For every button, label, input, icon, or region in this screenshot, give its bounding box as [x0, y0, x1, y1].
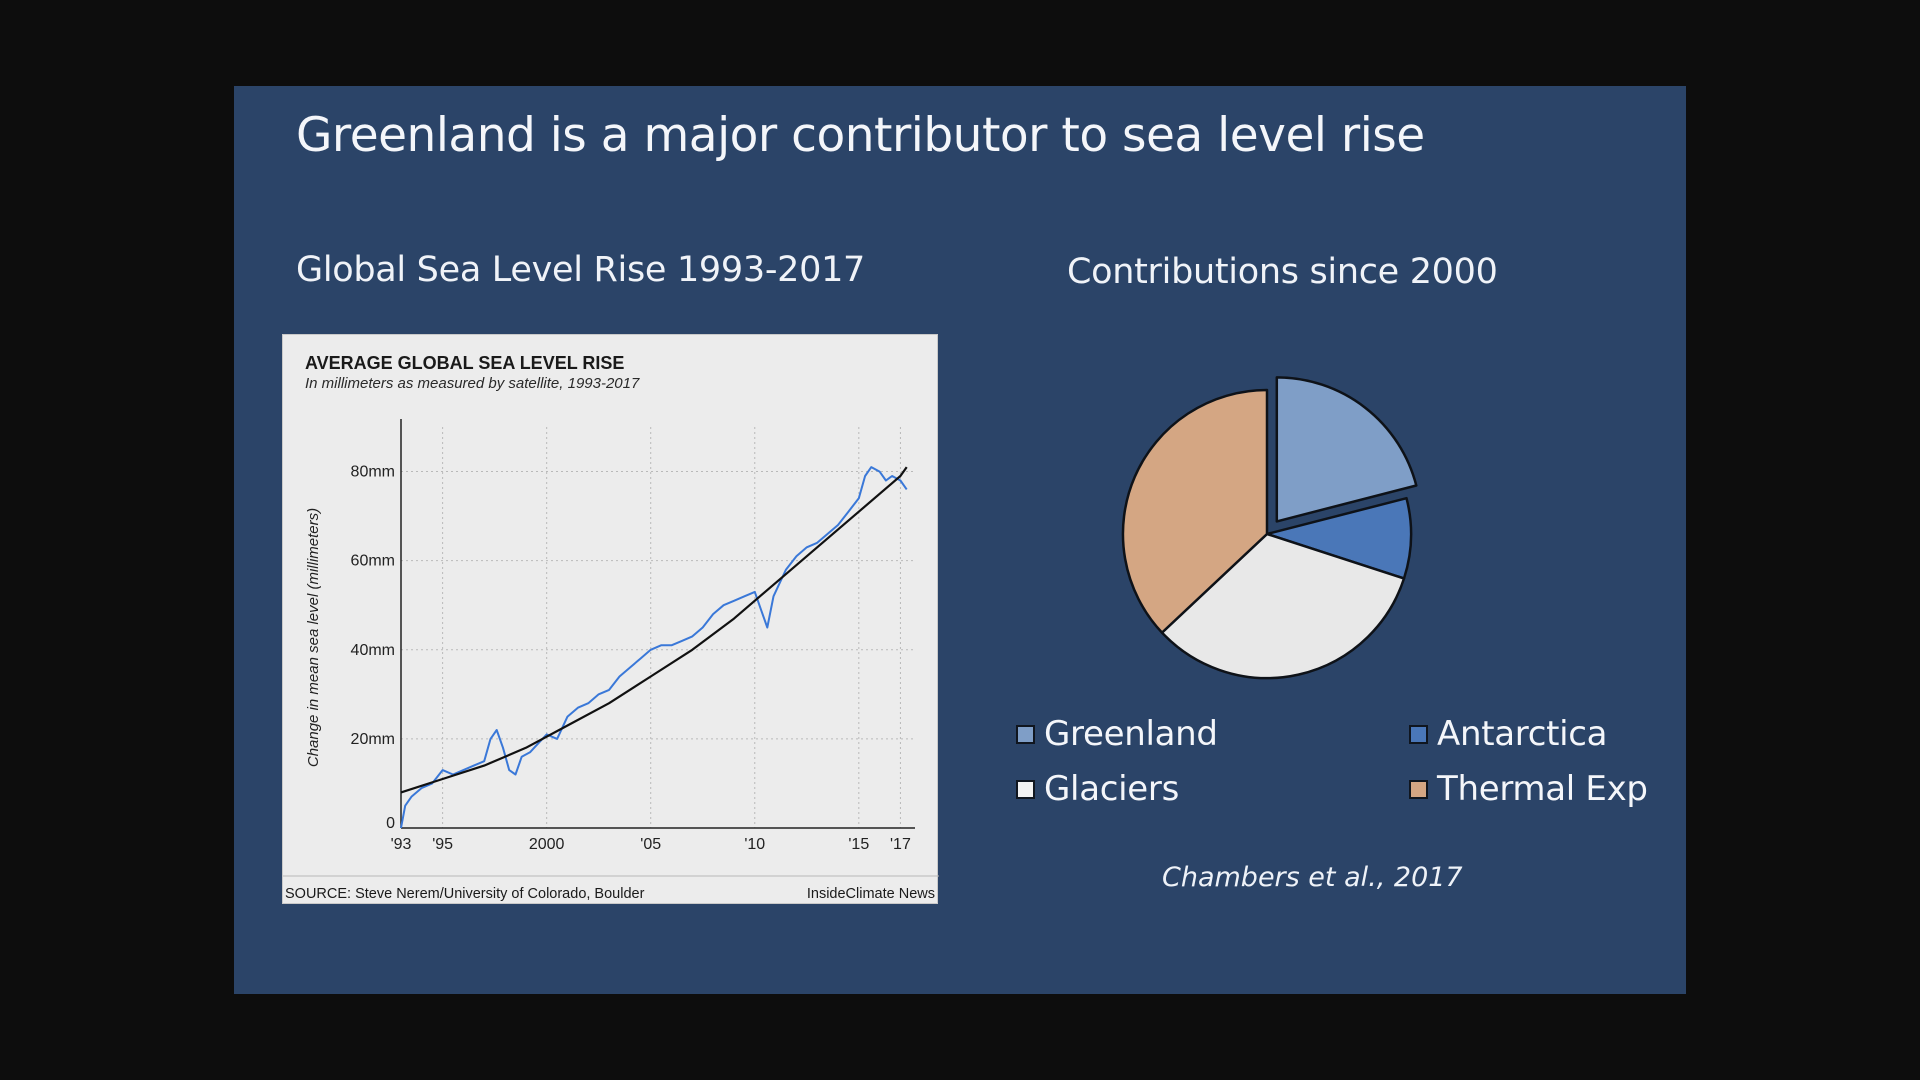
- legend-label-glaciers: Glaciers: [1044, 769, 1179, 809]
- y-tick-label: 0: [386, 815, 395, 832]
- sea-level-chart-svg: AVERAGE GLOBAL SEA LEVEL RISE In millime…: [283, 353, 939, 902]
- legend-swatch-thermal: [1409, 779, 1428, 799]
- y-tick-label: 20mm: [351, 731, 395, 748]
- right-subtitle: Contributions since 2000: [1067, 252, 1498, 292]
- legend-label-thermal: Thermal Exp: [1437, 769, 1648, 809]
- chart-credit: InsideClimate News: [807, 886, 935, 902]
- sea-level-measured-line: [400, 466, 908, 829]
- y-axis-label: Change in mean sea level (millimeters): [305, 508, 322, 767]
- x-tick-label: '95: [432, 836, 453, 853]
- legend-swatch-glaciers: [1016, 779, 1035, 799]
- legend-item-glaciers: Glaciers: [1016, 769, 1179, 809]
- legend-label-greenland: Greenland: [1044, 714, 1218, 754]
- legend-swatch-antarctica: [1409, 724, 1428, 744]
- x-tick-label: '10: [744, 836, 765, 853]
- pie-svg: [1121, 376, 1418, 680]
- chart-source: SOURCE: Steve Nerem/University of Colora…: [285, 886, 645, 902]
- x-tick-label: 2000: [529, 836, 565, 853]
- pie-slice-thermal-exp: [1121, 388, 1269, 634]
- x-tick-label: '93: [391, 836, 412, 853]
- x-tick-label: '15: [848, 836, 869, 853]
- left-subtitle: Global Sea Level Rise 1993-2017: [296, 250, 866, 290]
- sea-level-chart: AVERAGE GLOBAL SEA LEVEL RISE In millime…: [282, 334, 939, 904]
- x-tick-label: '05: [640, 836, 661, 853]
- legend-item-thermal: Thermal Exp: [1409, 769, 1648, 809]
- chart-subtitle: In millimeters as measured by satellite,…: [305, 375, 640, 392]
- legend-swatch-greenland: [1016, 724, 1035, 744]
- y-tick-label: 40mm: [351, 642, 395, 659]
- citation: Chambers et al., 2017: [1162, 862, 1463, 893]
- tick-labels: '93 '95 2000 '05 '10 '15 '17 0 20mm 40mm 60mm 80mm: [351, 464, 911, 853]
- slide-title: Greenland is a major contributor to sea …: [296, 108, 1425, 163]
- legend-item-antarctica: Antarctica: [1409, 714, 1608, 754]
- y-tick-label: 80mm: [351, 464, 395, 481]
- legend-item-greenland: Greenland: [1016, 714, 1218, 754]
- sea-level-trend-line: [400, 466, 908, 794]
- grid: [401, 427, 915, 828]
- y-tick-label: 60mm: [351, 553, 395, 570]
- x-tick-label: '17: [890, 836, 911, 853]
- pie-slice-greenland: [1275, 376, 1418, 523]
- axes: [400, 419, 915, 829]
- legend-label-antarctica: Antarctica: [1437, 714, 1608, 754]
- series-lines: [400, 466, 908, 829]
- contributions-pie-chart: [1114, 364, 1474, 704]
- pie-slice-antarctica: [1265, 496, 1413, 580]
- slide: Greenland is a major contributor to sea …: [234, 86, 1686, 994]
- pie-slice-glaciers: [1160, 532, 1406, 680]
- chart-title: AVERAGE GLOBAL SEA LEVEL RISE: [305, 353, 624, 373]
